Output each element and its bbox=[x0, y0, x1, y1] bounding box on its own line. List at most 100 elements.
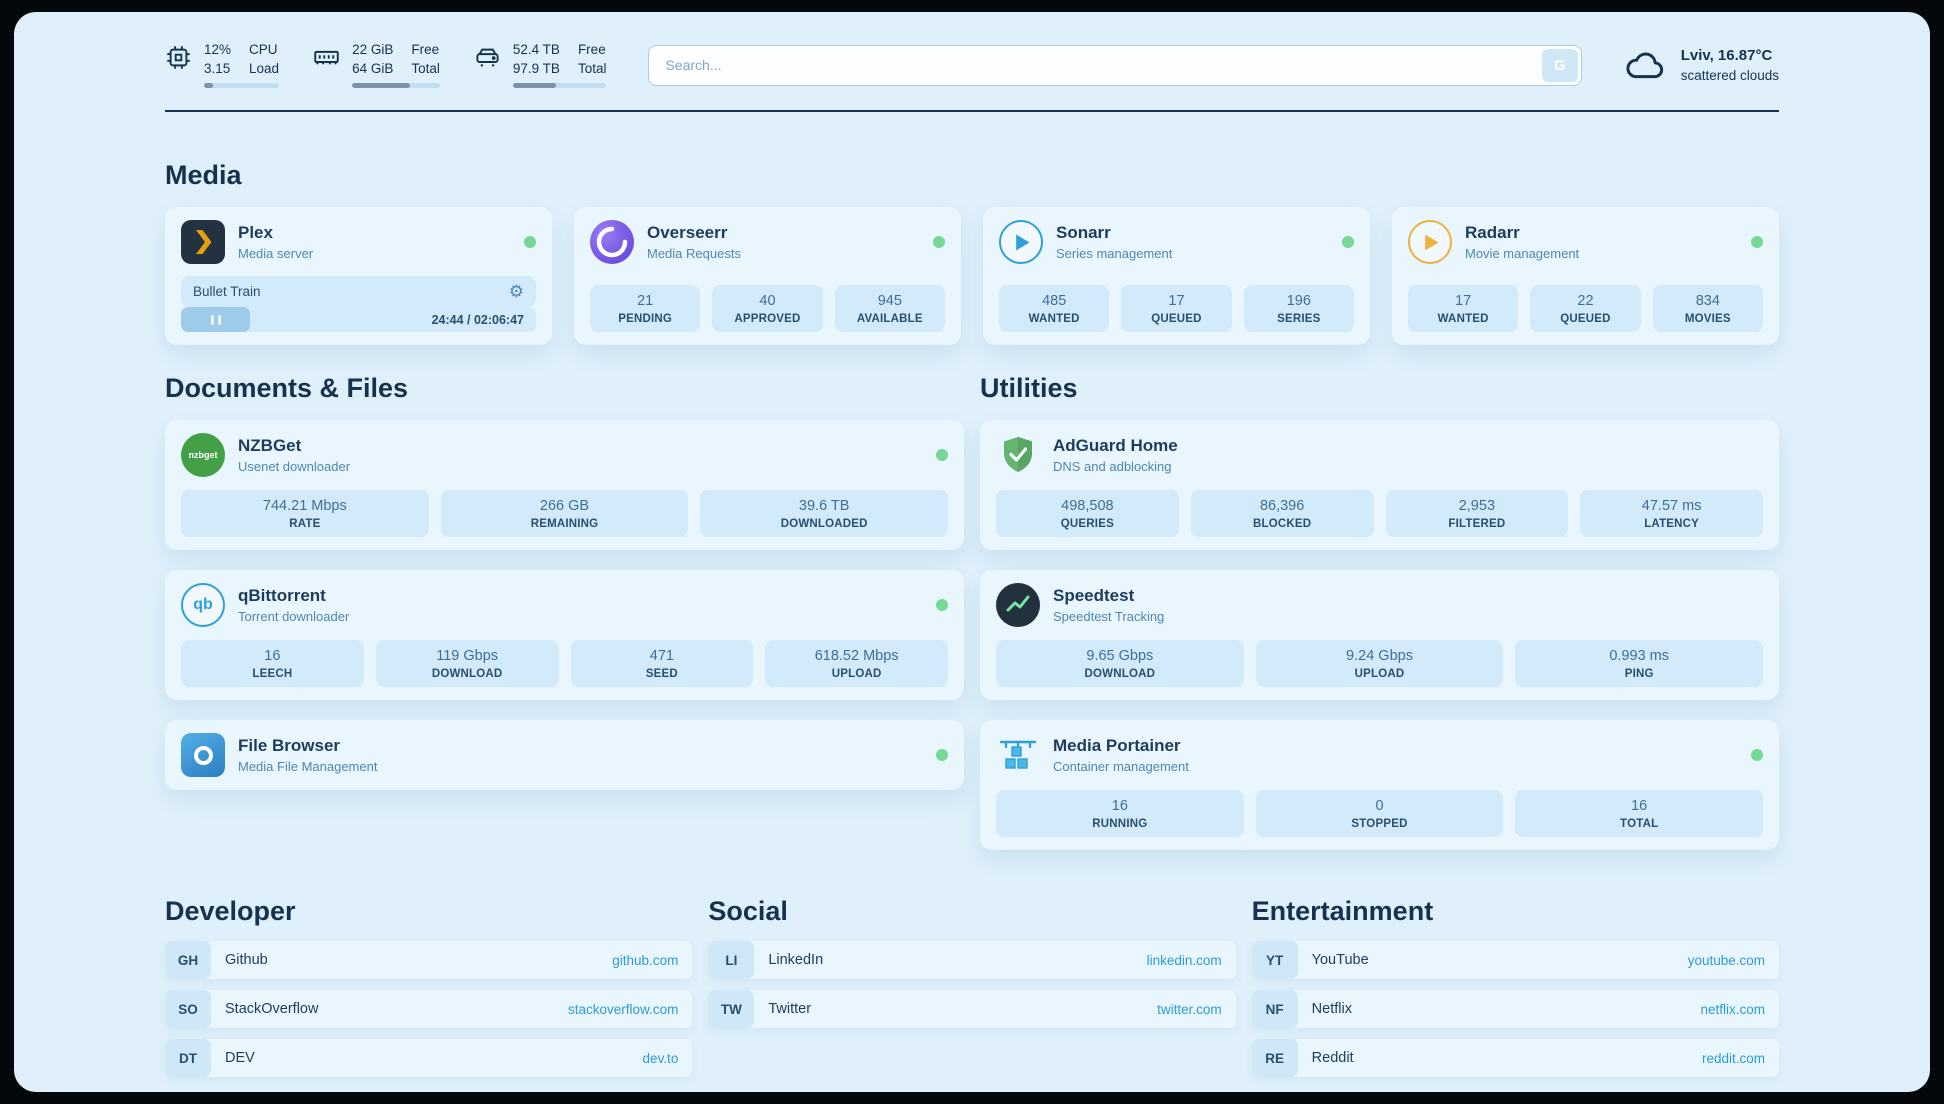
stat-series: 196 SERIES bbox=[1243, 285, 1354, 332]
app-subtitle: Media File Management bbox=[238, 759, 378, 774]
app-name: AdGuard Home bbox=[1053, 436, 1178, 455]
utilities-column: Utilities AdGuard Home bbox=[980, 373, 1779, 850]
bookmark-url[interactable]: stackoverflow.com bbox=[568, 1001, 679, 1017]
app-name: Media Portainer bbox=[1053, 736, 1181, 755]
disk-free-value: 52.4 TB bbox=[512, 42, 560, 57]
search-input[interactable] bbox=[648, 44, 1582, 86]
app-subtitle: Speedtest Tracking bbox=[1053, 609, 1165, 624]
plex-icon bbox=[181, 220, 225, 264]
stat-seed: 471 SEED bbox=[570, 640, 754, 687]
ram-total-label: Total bbox=[411, 61, 440, 76]
app-card-speedtest[interactable]: Speedtest Speedtest Tracking 9.65 Gbps D… bbox=[980, 570, 1779, 700]
disk-icon bbox=[476, 48, 499, 67]
section-title-entertainment: Entertainment bbox=[1251, 896, 1434, 926]
bookmark-name: StackOverflow bbox=[225, 1001, 319, 1017]
section-title-utilities: Utilities bbox=[980, 373, 1078, 403]
stat-upload: 9.24 Gbps UPLOAD bbox=[1255, 640, 1504, 687]
cpu-load-value: 3.15 bbox=[204, 61, 231, 76]
stat-ping: 0.993 ms PING bbox=[1515, 640, 1764, 687]
ram-total-value: 64 GiB bbox=[352, 61, 394, 76]
app-card-nzbget[interactable]: nzbget NZBGet Usenet downloader 744.21 M… bbox=[165, 420, 964, 550]
app-subtitle: Usenet downloader bbox=[238, 459, 351, 474]
bookmark-url[interactable]: reddit.com bbox=[1701, 1050, 1765, 1066]
disk-total-value: 97.9 TB bbox=[512, 61, 560, 76]
ram-progressbar bbox=[352, 83, 440, 88]
bookmark-linkedin[interactable]: LI LinkedIn linkedin.com bbox=[708, 941, 1236, 979]
playback-progressbar[interactable]: 24:44 / 02:06:47 bbox=[181, 307, 536, 332]
disk-widget: 52.4 TB 97.9 TB Free Total bbox=[474, 42, 607, 88]
bookmark-name: Twitter bbox=[768, 1001, 812, 1017]
bookmark-github[interactable]: GH Github github.com bbox=[165, 941, 693, 979]
bookmark-abbr: SO bbox=[165, 990, 211, 1028]
now-playing-title: Bullet Train bbox=[193, 284, 261, 299]
bookmark-url[interactable]: github.com bbox=[612, 952, 679, 968]
bookmark-abbr: YT bbox=[1251, 941, 1298, 979]
status-dot bbox=[933, 236, 945, 248]
bookmark-netflix[interactable]: NF Netflix netflix.com bbox=[1251, 990, 1779, 1028]
developer-column: Developer GH Github github.com SO StackO… bbox=[165, 896, 693, 1088]
bookmark-url[interactable]: linkedin.com bbox=[1146, 952, 1222, 968]
stat-stopped: 0 STOPPED bbox=[1255, 790, 1504, 837]
app-card-qbittorrent[interactable]: qb qBittorrent Torrent downloader 16 LEE… bbox=[165, 570, 964, 700]
cpu-load-label: Load bbox=[249, 61, 280, 76]
bookmark-url[interactable]: netflix.com bbox=[1700, 1001, 1765, 1017]
search-engine-button[interactable]: G bbox=[1541, 48, 1578, 82]
bookmarks: Developer GH Github github.com SO StackO… bbox=[165, 896, 1779, 1088]
media-grid: Plex Media server Bullet Train ⚙ 24:44 /… bbox=[165, 207, 1779, 345]
app-name: Plex bbox=[238, 223, 273, 242]
bookmark-reddit[interactable]: RE Reddit reddit.com bbox=[1251, 1039, 1779, 1077]
bookmark-url[interactable]: dev.to bbox=[642, 1050, 679, 1066]
app-card-filebrowser[interactable]: File Browser Media File Management bbox=[165, 720, 964, 790]
app-card-radarr[interactable]: Radarr Movie management 17 WANTED 22 QUE… bbox=[1392, 207, 1779, 345]
bookmark-youtube[interactable]: YT YouTube youtube.com bbox=[1251, 941, 1779, 979]
stat-leech: 16 LEECH bbox=[181, 640, 364, 687]
ram-icon bbox=[314, 50, 339, 65]
bookmark-abbr: LI bbox=[708, 941, 755, 979]
middle-columns: Documents & Files nzbget NZBGet Usenet d… bbox=[165, 373, 1779, 850]
app-card-overseerr[interactable]: Overseerr Media Requests 21 PENDING 40 A… bbox=[574, 207, 961, 345]
app-name: Speedtest bbox=[1053, 586, 1135, 605]
adguard-icon bbox=[996, 433, 1040, 477]
stat-wanted: 485 WANTED bbox=[999, 285, 1110, 332]
app-card-adguard[interactable]: AdGuard Home DNS and adblocking 498,508 … bbox=[980, 420, 1779, 550]
bookmark-url[interactable]: youtube.com bbox=[1687, 952, 1765, 968]
content: Media Plex Media server Bullet Train ⚙ bbox=[14, 160, 1930, 1088]
stat-filtered: 2,953 FILTERED bbox=[1385, 490, 1569, 537]
app-card-sonarr[interactable]: Sonarr Series management 485 WANTED 17 Q… bbox=[983, 207, 1370, 345]
cpu-label: CPU bbox=[249, 42, 278, 57]
bookmark-twitter[interactable]: TW Twitter twitter.com bbox=[708, 990, 1236, 1028]
cpu-widget: 12% 3.15 CPU Load bbox=[165, 42, 280, 88]
app-card-plex[interactable]: Plex Media server Bullet Train ⚙ 24:44 /… bbox=[165, 207, 552, 345]
ram-free-value: 22 GiB bbox=[352, 42, 394, 57]
bookmark-url[interactable]: twitter.com bbox=[1157, 1001, 1222, 1017]
gear-icon[interactable]: ⚙ bbox=[508, 282, 524, 301]
stat-download: 119 Gbps DOWNLOAD bbox=[375, 640, 559, 687]
topbar: 12% 3.15 CPU Load bbox=[14, 12, 1930, 88]
topbar-divider bbox=[165, 110, 1779, 112]
social-column: Social LI LinkedIn linkedin.com TW Twitt… bbox=[708, 896, 1236, 1088]
weather-condition: scattered clouds bbox=[1680, 68, 1779, 83]
stat-running: 16 RUNNING bbox=[996, 790, 1244, 837]
status-dot bbox=[936, 599, 948, 611]
stat-wanted: 17 WANTED bbox=[1408, 285, 1519, 332]
bookmark-name: Github bbox=[225, 952, 268, 968]
app-card-portainer[interactable]: Media Portainer Container management 16 … bbox=[980, 720, 1779, 850]
bookmark-dev[interactable]: DT DEV dev.to bbox=[165, 1039, 693, 1077]
qbittorrent-icon: qb bbox=[181, 583, 225, 627]
status-dot bbox=[1342, 236, 1354, 248]
dashboard-page: 12% 3.15 CPU Load bbox=[14, 12, 1930, 1092]
playback-progress-fill bbox=[181, 307, 251, 332]
app-name: Radarr bbox=[1465, 223, 1520, 242]
app-subtitle: Movie management bbox=[1465, 246, 1580, 261]
stat-latency: 47.57 ms LATENCY bbox=[1580, 490, 1763, 537]
cloud-icon bbox=[1626, 52, 1663, 79]
stat-total: 16 TOTAL bbox=[1515, 790, 1764, 837]
bookmark-name: Netflix bbox=[1311, 1001, 1352, 1017]
stat-queries: 498,508 QUERIES bbox=[996, 490, 1179, 537]
cpu-icon bbox=[167, 46, 190, 69]
bookmark-stackoverflow[interactable]: SO StackOverflow stackoverflow.com bbox=[165, 990, 693, 1028]
pause-icon bbox=[210, 314, 214, 325]
app-name: Overseerr bbox=[647, 223, 728, 242]
app-name: Sonarr bbox=[1056, 223, 1111, 242]
